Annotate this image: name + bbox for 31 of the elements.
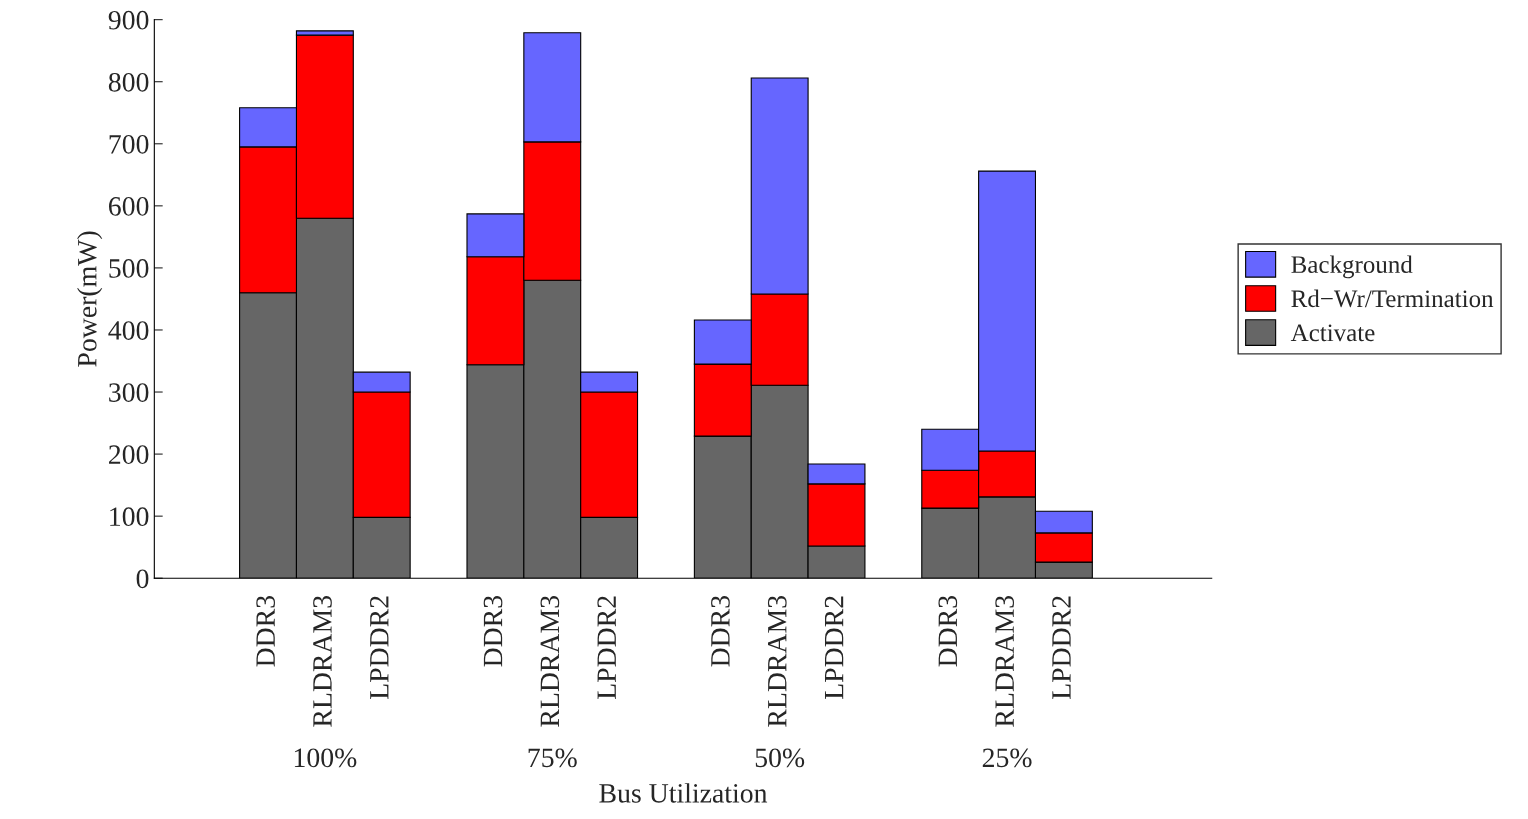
y-tick-label: 500 [109, 259, 149, 278]
text: 25% [982, 748, 1032, 768]
legend-label: Rd−Wr/Termination [1291, 289, 1494, 308]
y-tick-label: 200 [109, 445, 149, 464]
x-tick-label: DDR3 [711, 595, 730, 667]
y-tick-label: 300 [109, 383, 149, 402]
text: 50% [755, 748, 805, 768]
y-tick-label: 0 [136, 569, 149, 589]
x-tick-label: RLDRAM3 [540, 595, 560, 727]
y-tick-label: 700 [109, 134, 149, 154]
x-tick-label: RLDRAM3 [995, 595, 1014, 727]
legend-label: Background [1291, 255, 1413, 279]
x-axis-title: Bus Utilization [599, 783, 768, 803]
x-tick-label: LPDDR2 [1052, 596, 1071, 700]
text: 75% [528, 748, 577, 768]
x-tick-label: DDR3 [938, 595, 958, 667]
text: 100% [294, 748, 357, 768]
x-tick-label: RLDRAM3 [313, 595, 332, 727]
x-tick-label: RLDRAM3 [767, 595, 787, 727]
x-tick-label: LPDDR2 [370, 596, 389, 700]
y-tick-label: 800 [108, 72, 149, 92]
x-tick-label: LPDDR2 [824, 596, 844, 700]
y-axis-title: Power(mW) [77, 231, 103, 367]
legend-label: Activate [1290, 324, 1375, 342]
y-tick-label: 900 [108, 10, 149, 30]
y-tick-label: 600 [108, 197, 149, 216]
y-tick-label: 100 [110, 507, 149, 527]
x-tick-label: DDR3 [256, 595, 275, 667]
x-tick-label: LPDDR2 [597, 596, 616, 700]
y-tick-label: 400 [108, 321, 149, 340]
x-tick-label: DDR3 [483, 595, 503, 667]
